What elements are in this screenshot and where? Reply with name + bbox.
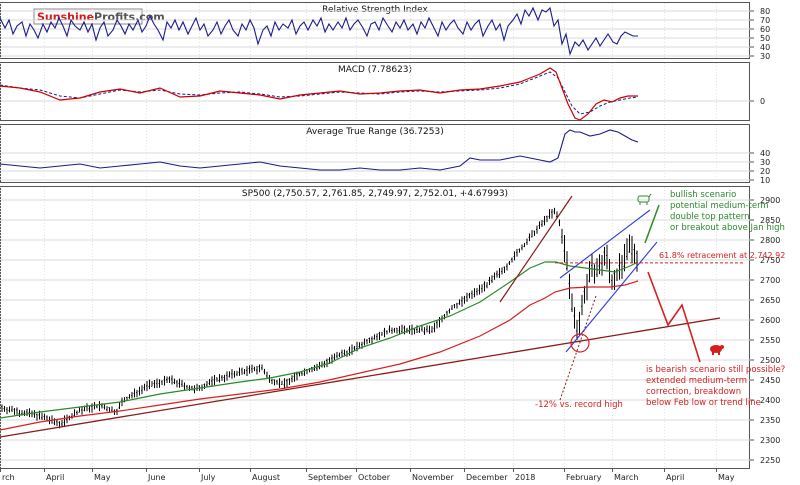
rsi-grid (1, 10, 750, 57)
bearish-line-3: correction, breakdown (646, 387, 741, 397)
month-label: August (252, 473, 280, 482)
price-candles (1, 207, 638, 429)
bullish-line-1: bullish scenario (670, 190, 736, 200)
month-label: October (358, 473, 391, 482)
atr-line (0, 129, 639, 171)
bearish-line-2: extended medium-term (646, 376, 747, 386)
atr-tick-label: 10 (760, 176, 770, 185)
price-tick-label: 2800 (760, 236, 780, 245)
bearish-zigzag-line (647, 271, 701, 363)
bearish-line-4: below Feb low or trend line (646, 398, 761, 408)
price-tick-label: 2450 (760, 376, 780, 385)
atr-tick-label: 30 (760, 158, 770, 167)
price-tick-label: 2400 (760, 396, 780, 405)
month-label: July (200, 473, 216, 482)
price-tick-label: 2350 (760, 416, 780, 425)
retracement-label: 61.8% retracement at 2,742.92 (659, 251, 785, 260)
price-tick-label: 2700 (760, 276, 780, 285)
month-labels: rch April May June July August September Octobe… (2, 473, 735, 482)
price-tick-label: 2600 (760, 316, 780, 325)
price-tick-label: 2300 (760, 436, 780, 445)
price-tick-label: 2550 (760, 336, 780, 345)
bullish-line-3: double top pattern (670, 212, 750, 222)
logo-part2: Profits (94, 11, 135, 24)
price-tick-label: 2750 (760, 256, 780, 265)
bullish-annotation: bullish scenario potential medium-term d… (670, 190, 785, 233)
support-trend-dotted-line (559, 295, 597, 401)
month-label: March (614, 473, 638, 482)
price-grid (1, 199, 750, 461)
atr-tick-label: 20 (760, 167, 770, 176)
month-label: April (666, 473, 684, 482)
atr-tick-label: 40 (760, 149, 770, 158)
price-title: SP500 (2,750.57, 2,761.85, 2,749.97, 2,7… (242, 189, 508, 199)
price-axis: 2900 2850 2800 2750 2700 2650 2600 2550 2500 2450… (750, 196, 780, 465)
price-tick-label: 2650 (760, 296, 780, 305)
macd-panel (0, 62, 750, 121)
month-label: May (94, 473, 111, 482)
rsi-tick-label: 80 (760, 7, 770, 16)
bearish-line-1: is bearish scenario still possible? (646, 365, 785, 375)
month-label: April (46, 473, 64, 482)
month-label: rch (2, 473, 15, 482)
rsi-tick-label: 60 (760, 25, 770, 34)
month-label: May (718, 473, 735, 482)
macd-title: MACD (7.78623) (338, 65, 412, 75)
month-label: 2018 (515, 473, 535, 482)
price-panel (0, 186, 750, 469)
logo-text: SunshineProfits.com (37, 11, 165, 24)
short-term-trendline (499, 195, 573, 303)
rsi-tick-label: 30 (760, 52, 770, 61)
rsi-tick-label: 40 (760, 43, 770, 52)
macd-axis: 0 (750, 97, 765, 106)
month-label: September (308, 473, 353, 482)
atr-grid (1, 152, 750, 181)
month-label: November (412, 473, 454, 482)
rsi-line (0, 6, 638, 56)
rsi-title: Relative Strength Index (322, 5, 428, 15)
logo-part1: Sunshine (37, 11, 94, 24)
bullish-line-4: or breakout above Jan high (670, 223, 785, 233)
bullish-arrow-line (644, 204, 660, 244)
bullish-line-2: potential medium-term (670, 201, 769, 211)
month-label: February (566, 473, 602, 482)
price-tick-label: 2850 (760, 216, 780, 225)
price-tick-label: 2500 (760, 356, 780, 365)
month-label: June (147, 473, 166, 482)
atr-title: Average True Range (36.7253) (306, 127, 443, 137)
macd-line (0, 67, 638, 121)
macd-tick-label: 0 (760, 97, 765, 106)
long-term-trendline (0, 317, 721, 438)
ma200-line (0, 280, 639, 431)
bearish-annotation: is bearish scenario still possible? exte… (646, 365, 785, 408)
channel-upper-line (559, 209, 651, 279)
ma50-line (0, 261, 639, 419)
rsi-tick-label: 70 (760, 16, 770, 25)
rsi-tick-label: 50 (760, 34, 770, 43)
february-low-circle (570, 333, 590, 353)
decline-annotation: -12% vs. record high (535, 400, 623, 410)
month-label: December (466, 473, 508, 482)
bear-icon (710, 345, 724, 355)
bull-icon (637, 193, 652, 205)
price-tick-label: 2250 (760, 456, 780, 465)
price-tick-label: 2900 (760, 196, 780, 205)
